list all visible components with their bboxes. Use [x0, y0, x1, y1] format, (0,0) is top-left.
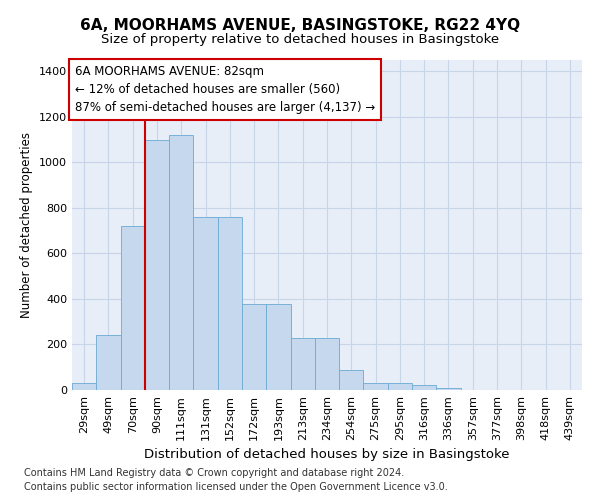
- Text: 6A, MOORHAMS AVENUE, BASINGSTOKE, RG22 4YQ: 6A, MOORHAMS AVENUE, BASINGSTOKE, RG22 4…: [80, 18, 520, 32]
- Bar: [193, 217, 218, 390]
- Bar: [169, 135, 193, 390]
- Bar: [242, 304, 266, 390]
- Y-axis label: Number of detached properties: Number of detached properties: [20, 132, 34, 318]
- Bar: [436, 388, 461, 390]
- Bar: [72, 383, 96, 390]
- Bar: [339, 370, 364, 390]
- Bar: [121, 226, 145, 390]
- Text: Contains public sector information licensed under the Open Government Licence v3: Contains public sector information licen…: [24, 482, 448, 492]
- Bar: [218, 217, 242, 390]
- Bar: [388, 383, 412, 390]
- Text: Contains HM Land Registry data © Crown copyright and database right 2024.: Contains HM Land Registry data © Crown c…: [24, 468, 404, 477]
- X-axis label: Distribution of detached houses by size in Basingstoke: Distribution of detached houses by size …: [144, 448, 510, 461]
- Bar: [145, 140, 169, 390]
- Bar: [96, 336, 121, 390]
- Bar: [266, 304, 290, 390]
- Bar: [290, 338, 315, 390]
- Bar: [412, 386, 436, 390]
- Text: 6A MOORHAMS AVENUE: 82sqm
← 12% of detached houses are smaller (560)
87% of semi: 6A MOORHAMS AVENUE: 82sqm ← 12% of detac…: [74, 65, 375, 114]
- Bar: [315, 338, 339, 390]
- Bar: [364, 383, 388, 390]
- Text: Size of property relative to detached houses in Basingstoke: Size of property relative to detached ho…: [101, 32, 499, 46]
